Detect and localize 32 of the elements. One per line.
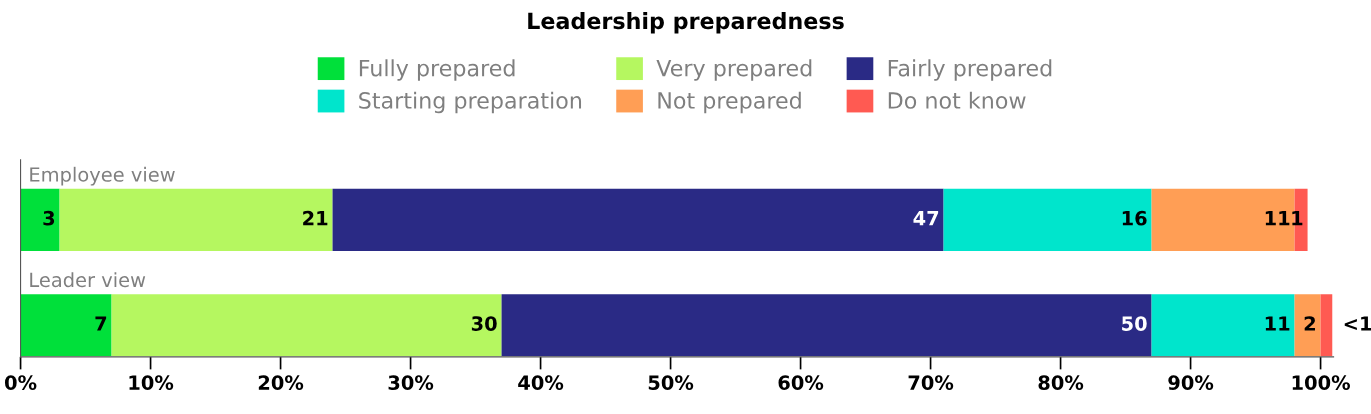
data-label: 3 [43, 210, 55, 226]
x-tick-label: 60% [778, 375, 824, 390]
legend-label: Very prepared [656, 59, 812, 81]
x-tick-label: 90% [1168, 375, 1214, 390]
data-label: 47 [913, 211, 939, 226]
data-label: 21 [303, 210, 328, 226]
x-tick-label: 50% [648, 375, 694, 390]
x-tick-label: 0% [4, 375, 37, 390]
data-label: <1 [1344, 316, 1371, 331]
legend-label: Not prepared [658, 91, 801, 114]
legend-label: Fairly prepared [888, 59, 1052, 81]
y-tick-label: Employee view [30, 166, 175, 186]
data-label: 16 [1122, 210, 1147, 226]
data-label: 7 [95, 316, 107, 331]
data-label: 30 [471, 316, 497, 331]
chart-title: Leadership preparedness [528, 12, 844, 34]
x-tick-label: 100% [1292, 375, 1350, 390]
x-tick-label: 30% [388, 375, 434, 390]
data-label: 11 [1265, 211, 1290, 226]
legend-label: Fully prepared [359, 59, 515, 81]
data-label: 2 [1304, 316, 1315, 331]
legend-label: Do not know [888, 91, 1026, 109]
data-label: 1 [1292, 211, 1303, 226]
data-label: 11 [1265, 316, 1290, 331]
x-tick-label: 10% [129, 375, 174, 390]
x-tick-label: 40% [518, 375, 564, 390]
x-tick-label: 20% [258, 375, 304, 390]
legend-label: Starting preparation [359, 91, 582, 114]
x-tick-label: 80% [1038, 375, 1084, 390]
y-tick-label: Leader view [30, 272, 146, 288]
data-label: 50 [1122, 316, 1147, 331]
x-tick-label: 70% [908, 375, 954, 390]
